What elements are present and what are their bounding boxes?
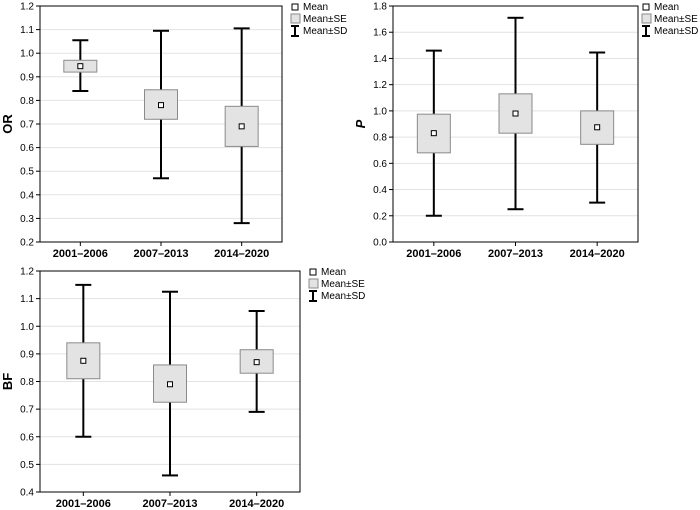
y-tick-label: 0.9 xyxy=(20,72,34,83)
legend-mean-label: Mean xyxy=(303,2,328,13)
legend-mean-marker xyxy=(291,3,299,11)
legend-mean-label: Mean xyxy=(654,2,679,13)
y-tick-label: 1.4 xyxy=(373,54,387,65)
y-tick-label: 0.4 xyxy=(373,185,387,196)
chart-panel-3: 0.4 0.5 0.6 0.7 0.8 0.9 1.0 1.1 1.2 2001–2006 2007… xyxy=(0,267,365,510)
y-tick-label: 0.8 xyxy=(20,96,34,107)
legend-se-label: Mean±SE xyxy=(321,279,365,290)
y-tick-label: 1.6 xyxy=(373,28,387,39)
legend-sd-label: Mean±SD xyxy=(321,291,365,302)
y-tick-label: 1.8 xyxy=(373,2,387,13)
legend-se-swatch xyxy=(308,278,319,289)
y-tick-label: 0.6 xyxy=(373,159,387,170)
y-tick-label: 1.0 xyxy=(373,106,387,117)
y-tick-label: 0.3 xyxy=(20,214,34,225)
y-tick-label: 0.6 xyxy=(20,432,34,443)
chart-panel-2: 0.0 0.2 0.4 0.6 0.8 1.0 1.2 1.4 1.6 1.8 2001–2006 2… xyxy=(353,2,698,261)
y-tick-label: 0.7 xyxy=(20,405,34,416)
se-box xyxy=(153,364,187,403)
x-tick-label: 2007–2013 xyxy=(488,248,543,260)
mean-point xyxy=(430,130,437,137)
x-tick-label: 2007–2013 xyxy=(142,498,197,510)
x-tick-label: 2014–2020 xyxy=(214,248,269,260)
legend-se-swatch xyxy=(641,13,652,24)
mean-point xyxy=(512,110,519,117)
legend-mean-label: Mean xyxy=(321,267,346,278)
x-tick-label: 2014–2020 xyxy=(229,498,284,510)
y-tick-label: 1.1 xyxy=(20,294,34,305)
legend-mean-marker xyxy=(309,268,317,276)
y-tick-label: 0.5 xyxy=(20,167,34,178)
mean-point xyxy=(80,357,87,364)
y-tick-label: 0.0 xyxy=(373,238,387,249)
legend-se-swatch xyxy=(290,13,301,24)
y-axis-label: BF xyxy=(0,373,15,390)
x-tick-label: 2014–2020 xyxy=(570,248,625,260)
chart-panel-1: 0.2 0.3 0.4 0.5 0.6 0.7 0.8 0.9 1.0 1.1 1.2 2001–20… xyxy=(0,2,347,261)
y-tick-label: 1.2 xyxy=(20,267,34,278)
y-tick-label: 0.6 xyxy=(20,143,34,154)
y-tick-label: 0.2 xyxy=(20,238,34,249)
legend-sd-label: Mean±SD xyxy=(654,26,698,37)
mean-point xyxy=(167,381,173,388)
mean-point xyxy=(238,123,245,130)
x-tick-label: 2001–2006 xyxy=(56,498,111,510)
x-tick-label: 2001–2006 xyxy=(406,248,461,260)
mean-point xyxy=(594,124,601,131)
mean-point xyxy=(253,359,260,366)
y-tick-label: 0.4 xyxy=(20,190,34,201)
y-tick-label: 0.2 xyxy=(373,211,387,222)
y-tick-label: 1.1 xyxy=(20,25,34,36)
legend-se-label: Mean±SE xyxy=(654,14,698,25)
y-tick-label: 1.2 xyxy=(373,80,387,91)
y-tick-label: 0.7 xyxy=(20,120,34,131)
y-axis-label: OR xyxy=(0,114,15,134)
legend-mean-marker xyxy=(642,3,650,11)
legend-se-label: Mean±SE xyxy=(303,14,347,25)
y-tick-label: 1.2 xyxy=(20,2,34,13)
y-tick-label: 0.4 xyxy=(20,488,34,499)
y-tick-label: 0.5 xyxy=(20,460,34,471)
y-tick-label: 0.9 xyxy=(20,349,34,360)
y-axis-label: P xyxy=(353,119,368,128)
x-tick-label: 2001–2006 xyxy=(53,248,108,260)
legend-sd-label: Mean±SD xyxy=(303,26,347,37)
mean-point xyxy=(77,63,84,70)
x-tick-label: 2007–2013 xyxy=(133,248,188,260)
mean-point xyxy=(158,102,164,109)
y-tick-label: 0.8 xyxy=(20,377,34,388)
y-tick-label: 1.0 xyxy=(20,49,34,60)
y-tick-label: 0.8 xyxy=(373,133,387,144)
y-tick-label: 1.0 xyxy=(20,322,34,333)
